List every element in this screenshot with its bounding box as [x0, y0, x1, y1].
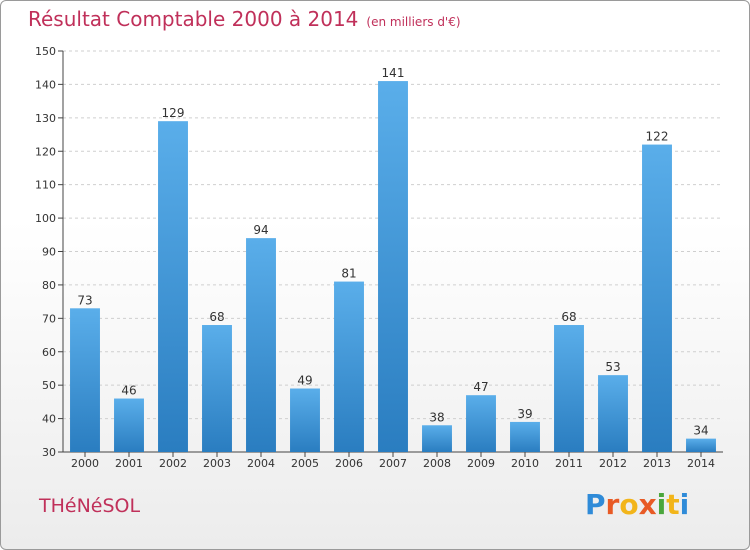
bar-2008	[422, 425, 452, 452]
bar-2007	[378, 81, 408, 452]
bar-2005	[290, 388, 320, 452]
bar-2006	[334, 281, 364, 452]
y-tick-label: 110	[35, 179, 56, 192]
x-tick-label: 2000	[71, 457, 99, 470]
bar-2012	[598, 375, 628, 452]
bar-2000	[70, 308, 100, 452]
data-label: 68	[561, 310, 576, 324]
y-tick-label: 90	[42, 246, 56, 259]
y-tick-label: 40	[42, 413, 56, 426]
data-label: 81	[341, 267, 356, 281]
y-tick-label: 130	[35, 112, 56, 125]
x-tick-label: 2008	[423, 457, 451, 470]
y-tick-label: 150	[35, 45, 56, 58]
x-tick-label: 2006	[335, 457, 363, 470]
y-tick-label: 120	[35, 145, 56, 158]
x-tick-label: 2003	[203, 457, 231, 470]
y-tick-label: 50	[42, 379, 56, 392]
data-label: 46	[121, 384, 136, 398]
bar-2001	[114, 398, 144, 452]
x-tick-label: 2007	[379, 457, 407, 470]
x-tick-label: 2004	[247, 457, 275, 470]
logo-letter: x	[638, 488, 657, 521]
data-label: 53	[605, 360, 620, 374]
logo-letter: i	[656, 488, 667, 521]
x-tick-label: 2005	[291, 457, 319, 470]
x-tick-label: 2009	[467, 457, 495, 470]
x-tick-label: 2001	[115, 457, 143, 470]
logo-letter: P	[585, 488, 606, 521]
bar-2004	[246, 238, 276, 452]
title-text: Résultat Comptable 2000 à 2014	[28, 7, 359, 31]
logo-letter: o	[619, 488, 639, 521]
data-label: 49	[297, 374, 312, 388]
bar-2009	[466, 395, 496, 452]
commune-name: THéNéSOL	[39, 495, 141, 517]
unit-text: (en milliers d'€)	[366, 15, 461, 29]
data-label: 47	[473, 380, 488, 394]
data-label: 94	[253, 223, 268, 237]
x-tick-label: 2012	[599, 457, 627, 470]
y-tick-label: 30	[42, 446, 56, 459]
logo-letter: i	[679, 488, 690, 521]
bar-2013	[642, 144, 672, 453]
logo-letter: r	[605, 488, 620, 521]
data-label: 122	[646, 130, 669, 144]
data-label: 34	[693, 424, 708, 438]
logo-letter: t	[666, 488, 680, 521]
y-tick-label: 140	[35, 78, 56, 91]
data-label: 68	[209, 310, 224, 324]
chart-title: Résultat Comptable 2000 à 2014 (en millie…	[28, 7, 461, 31]
bar-2003	[202, 325, 232, 452]
data-labels: 73 46 129 68 94 49 81 141 38 47 39 68 53 122 34	[77, 66, 708, 438]
bars	[70, 81, 716, 453]
x-tick-label: 2013	[643, 457, 671, 470]
bar-2002	[158, 121, 188, 453]
data-label: 39	[517, 407, 532, 421]
x-tick-label: 2002	[159, 457, 187, 470]
bar-2011	[554, 325, 584, 452]
x-tick-label: 2011	[555, 457, 583, 470]
data-label: 129	[162, 106, 185, 120]
y-tick-label: 70	[42, 312, 56, 325]
bar-2010	[510, 421, 540, 452]
data-label: 38	[429, 410, 444, 424]
x-tick-label: 2014	[687, 457, 715, 470]
y-tick-label: 60	[42, 346, 56, 359]
data-label: 73	[77, 293, 92, 307]
data-label: 141	[382, 66, 405, 80]
proxiti-logo: Proxiti	[585, 488, 689, 521]
x-tick-label: 2010	[511, 457, 539, 470]
y-tick-label: 80	[42, 279, 56, 292]
y-tick-label: 100	[35, 212, 56, 225]
bar-2014	[686, 438, 716, 452]
